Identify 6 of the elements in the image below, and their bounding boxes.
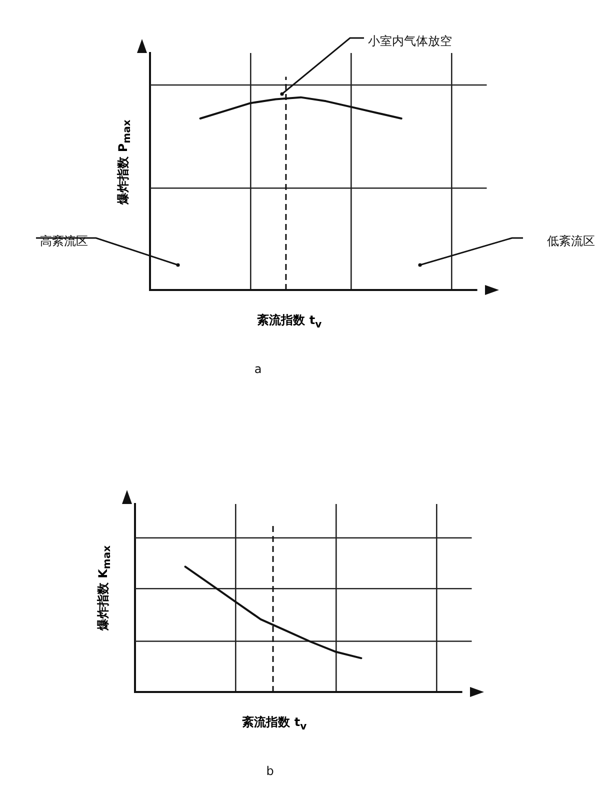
text: 小室内气体放空: [368, 34, 452, 48]
x-axis-title: 紊流指数 t$_{v}$: [257, 312, 322, 330]
text: 低紊流区: [547, 234, 595, 248]
text: b: [266, 764, 274, 778]
text: a: [254, 362, 262, 376]
x-axis-title: 紊流指数 t$_{v}$: [242, 714, 307, 732]
